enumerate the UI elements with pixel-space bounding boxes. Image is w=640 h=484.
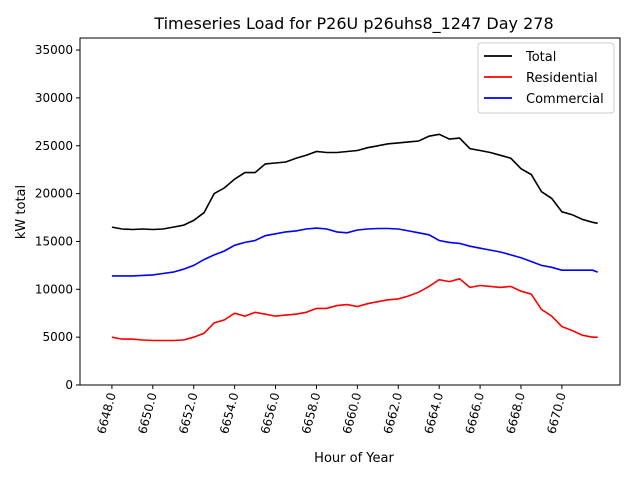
- y-tick-label: 0: [65, 378, 73, 392]
- y-tick-label: 5000: [42, 330, 73, 344]
- x-tick-label: 6658.0: [299, 391, 323, 435]
- x-tick-label: 6648.0: [94, 391, 118, 435]
- x-tick-label: 6670.0: [544, 391, 568, 435]
- x-tick-label: 6650.0: [135, 391, 159, 435]
- x-tick-label: 6668.0: [504, 391, 528, 435]
- legend-label-residential: Residential: [526, 71, 598, 86]
- plot-frame: [79, 37, 621, 386]
- x-axis-label: Hour of Year: [314, 451, 394, 466]
- x-tick-label: 6660.0: [340, 391, 364, 435]
- x-tick-label: 6664.0: [422, 391, 446, 435]
- y-tick-label: 25000: [35, 139, 73, 153]
- y-tick-label: 30000: [35, 91, 73, 105]
- y-tick-label: 35000: [35, 43, 73, 57]
- series-line-commercial: [111, 227, 598, 277]
- legend-label-commercial: Commercial: [526, 92, 604, 107]
- y-axis-label: kW total: [14, 185, 29, 239]
- y-tick-label: 10000: [35, 282, 73, 296]
- x-tick-label: 6654.0: [217, 391, 241, 435]
- series-line-residential: [111, 277, 598, 342]
- y-tick-label: 15000: [35, 234, 73, 248]
- x-tick-label: 6656.0: [258, 391, 282, 435]
- x-tick-label: 6666.0: [463, 391, 487, 435]
- legend: Total Residential Commercial: [477, 42, 615, 114]
- x-tick-label: 6652.0: [176, 391, 200, 435]
- x-tick-label: 6662.0: [381, 391, 405, 435]
- y-tick-label: 20000: [35, 187, 73, 201]
- chart-title: Timeseries Load for P26U p26uhs8_1247 Da…: [153, 14, 553, 34]
- legend-box: [477, 42, 615, 114]
- legend-label-total: Total: [525, 50, 556, 65]
- series-line-total: [111, 133, 598, 231]
